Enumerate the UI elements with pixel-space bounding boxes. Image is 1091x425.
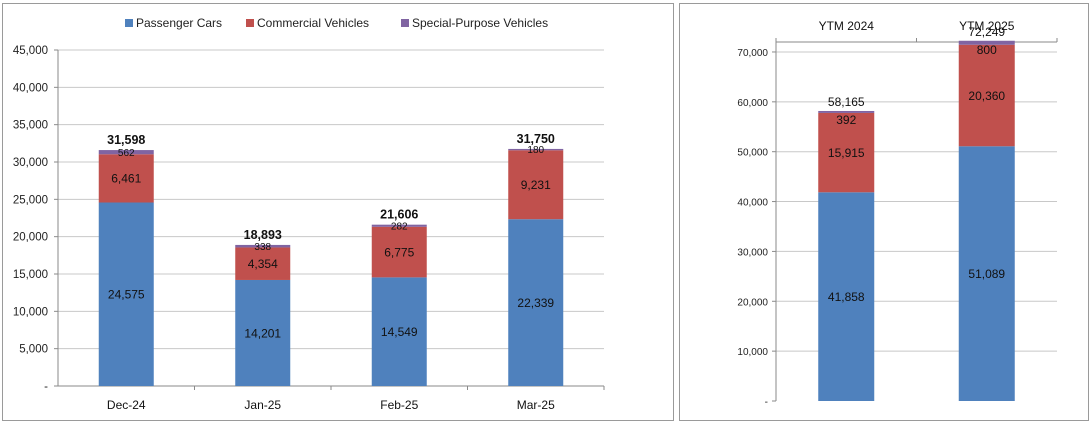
total-label: 58,165 xyxy=(828,95,865,109)
y-tick-label: 10,000 xyxy=(13,306,48,318)
y-tick-label: 45,000 xyxy=(13,45,48,57)
monthly-stacked-bar-chart: Passenger Cars Commercial Vehicles Special… xyxy=(13,16,605,412)
total-label: 18,893 xyxy=(244,228,282,242)
bar-segment-passenger xyxy=(818,192,875,401)
x-tick-label: Mar-25 xyxy=(517,398,555,412)
data-label-special: 282 xyxy=(391,221,408,232)
y-tick-label: 5,000 xyxy=(19,344,48,356)
y-tick-label: 35,000 xyxy=(13,120,48,132)
data-label-passenger: 14,549 xyxy=(381,325,418,339)
data-label-commercial: 6,775 xyxy=(384,245,414,259)
y-tick-label: 70,000 xyxy=(737,48,768,59)
x-tick-label: Dec-24 xyxy=(107,398,146,412)
total-label: 31,598 xyxy=(107,133,145,147)
data-label-passenger: 41,858 xyxy=(828,290,865,304)
bar-segment-special xyxy=(818,110,875,113)
data-label-special: 338 xyxy=(254,242,271,253)
total-label: 21,606 xyxy=(380,208,418,222)
bar-segment-passenger xyxy=(235,279,291,386)
data-label-special: 392 xyxy=(836,113,856,127)
y-tick-label: 10,000 xyxy=(737,347,768,358)
y-tick-label: 40,000 xyxy=(13,82,48,94)
bar-segment-commercial xyxy=(818,112,875,193)
y-tick-label: - xyxy=(765,397,768,408)
legend-swatch-special xyxy=(401,19,409,27)
data-label-commercial: 9,231 xyxy=(521,178,551,192)
bar-segment-passenger xyxy=(508,219,564,386)
legend-swatch-passenger xyxy=(125,19,133,27)
y-tick-label: 20,000 xyxy=(13,232,48,244)
bar-segment-special xyxy=(508,148,564,151)
data-label-special: 562 xyxy=(118,148,135,159)
x-tick-label: Jan-25 xyxy=(244,398,281,412)
data-label-commercial: 4,354 xyxy=(248,257,278,271)
legend-label-passenger: Passenger Cars xyxy=(136,16,222,30)
ytm-stacked-bar-chart: - 10,000 20,000 30,000 40,000 50,000 60,000 70,… xyxy=(737,19,1058,408)
data-label-commercial: 15,915 xyxy=(828,146,865,160)
data-label-passenger: 14,201 xyxy=(244,326,281,340)
y-tick-label: 25,000 xyxy=(13,194,48,206)
y-tick-label: 40,000 xyxy=(737,198,768,209)
data-label-special: 180 xyxy=(527,145,544,156)
data-label-commercial: 6,461 xyxy=(111,172,141,186)
bar-segment-passenger xyxy=(371,277,427,386)
y-tick-label: - xyxy=(44,381,48,393)
bar-segment-commercial xyxy=(98,154,154,203)
legend-swatch-commercial xyxy=(246,19,254,27)
total-label: 31,750 xyxy=(517,132,555,146)
y-tick-label: 15,000 xyxy=(13,269,48,281)
data-label-commercial: 20,360 xyxy=(968,89,1005,103)
legend-label-commercial: Commercial Vehicles xyxy=(257,16,369,30)
data-label-passenger: 24,575 xyxy=(108,288,145,302)
bar-segment-commercial xyxy=(235,247,291,280)
ytm-chart-panel: - 10,000 20,000 30,000 40,000 50,000 60,000 70,… xyxy=(679,3,1089,421)
bar-segment-special xyxy=(98,150,154,155)
y-tick-label: 50,000 xyxy=(737,148,768,159)
legend-label-special: Special-Purpose Vehicles xyxy=(412,16,548,30)
y-tick-label: 20,000 xyxy=(737,297,768,308)
y-tick-label: 30,000 xyxy=(737,247,768,258)
bar-segment-special xyxy=(371,224,427,227)
bar-segment-passenger xyxy=(98,202,154,386)
total-label: 72,249 xyxy=(968,25,1005,39)
bar-segment-special xyxy=(235,244,291,248)
y-tick-label: 30,000 xyxy=(13,157,48,169)
bar-segment-commercial xyxy=(371,226,427,278)
bar-segment-special xyxy=(958,40,1015,45)
monthly-chart-panel: Passenger Cars Commercial Vehicles Special… xyxy=(2,3,674,421)
data-label-passenger: 22,339 xyxy=(517,296,554,310)
x-tick-label: Feb-25 xyxy=(380,398,418,412)
bar-segment-commercial xyxy=(508,150,564,220)
data-label-special: 800 xyxy=(977,43,997,57)
x-tick-label: YTM 2025 xyxy=(959,19,1015,33)
y-tick-label: 60,000 xyxy=(737,98,768,109)
bar-segment-passenger xyxy=(958,146,1015,401)
data-label-passenger: 51,089 xyxy=(968,267,1005,281)
bar-segment-commercial xyxy=(958,44,1015,147)
x-tick-label: YTM 2024 xyxy=(819,19,875,33)
